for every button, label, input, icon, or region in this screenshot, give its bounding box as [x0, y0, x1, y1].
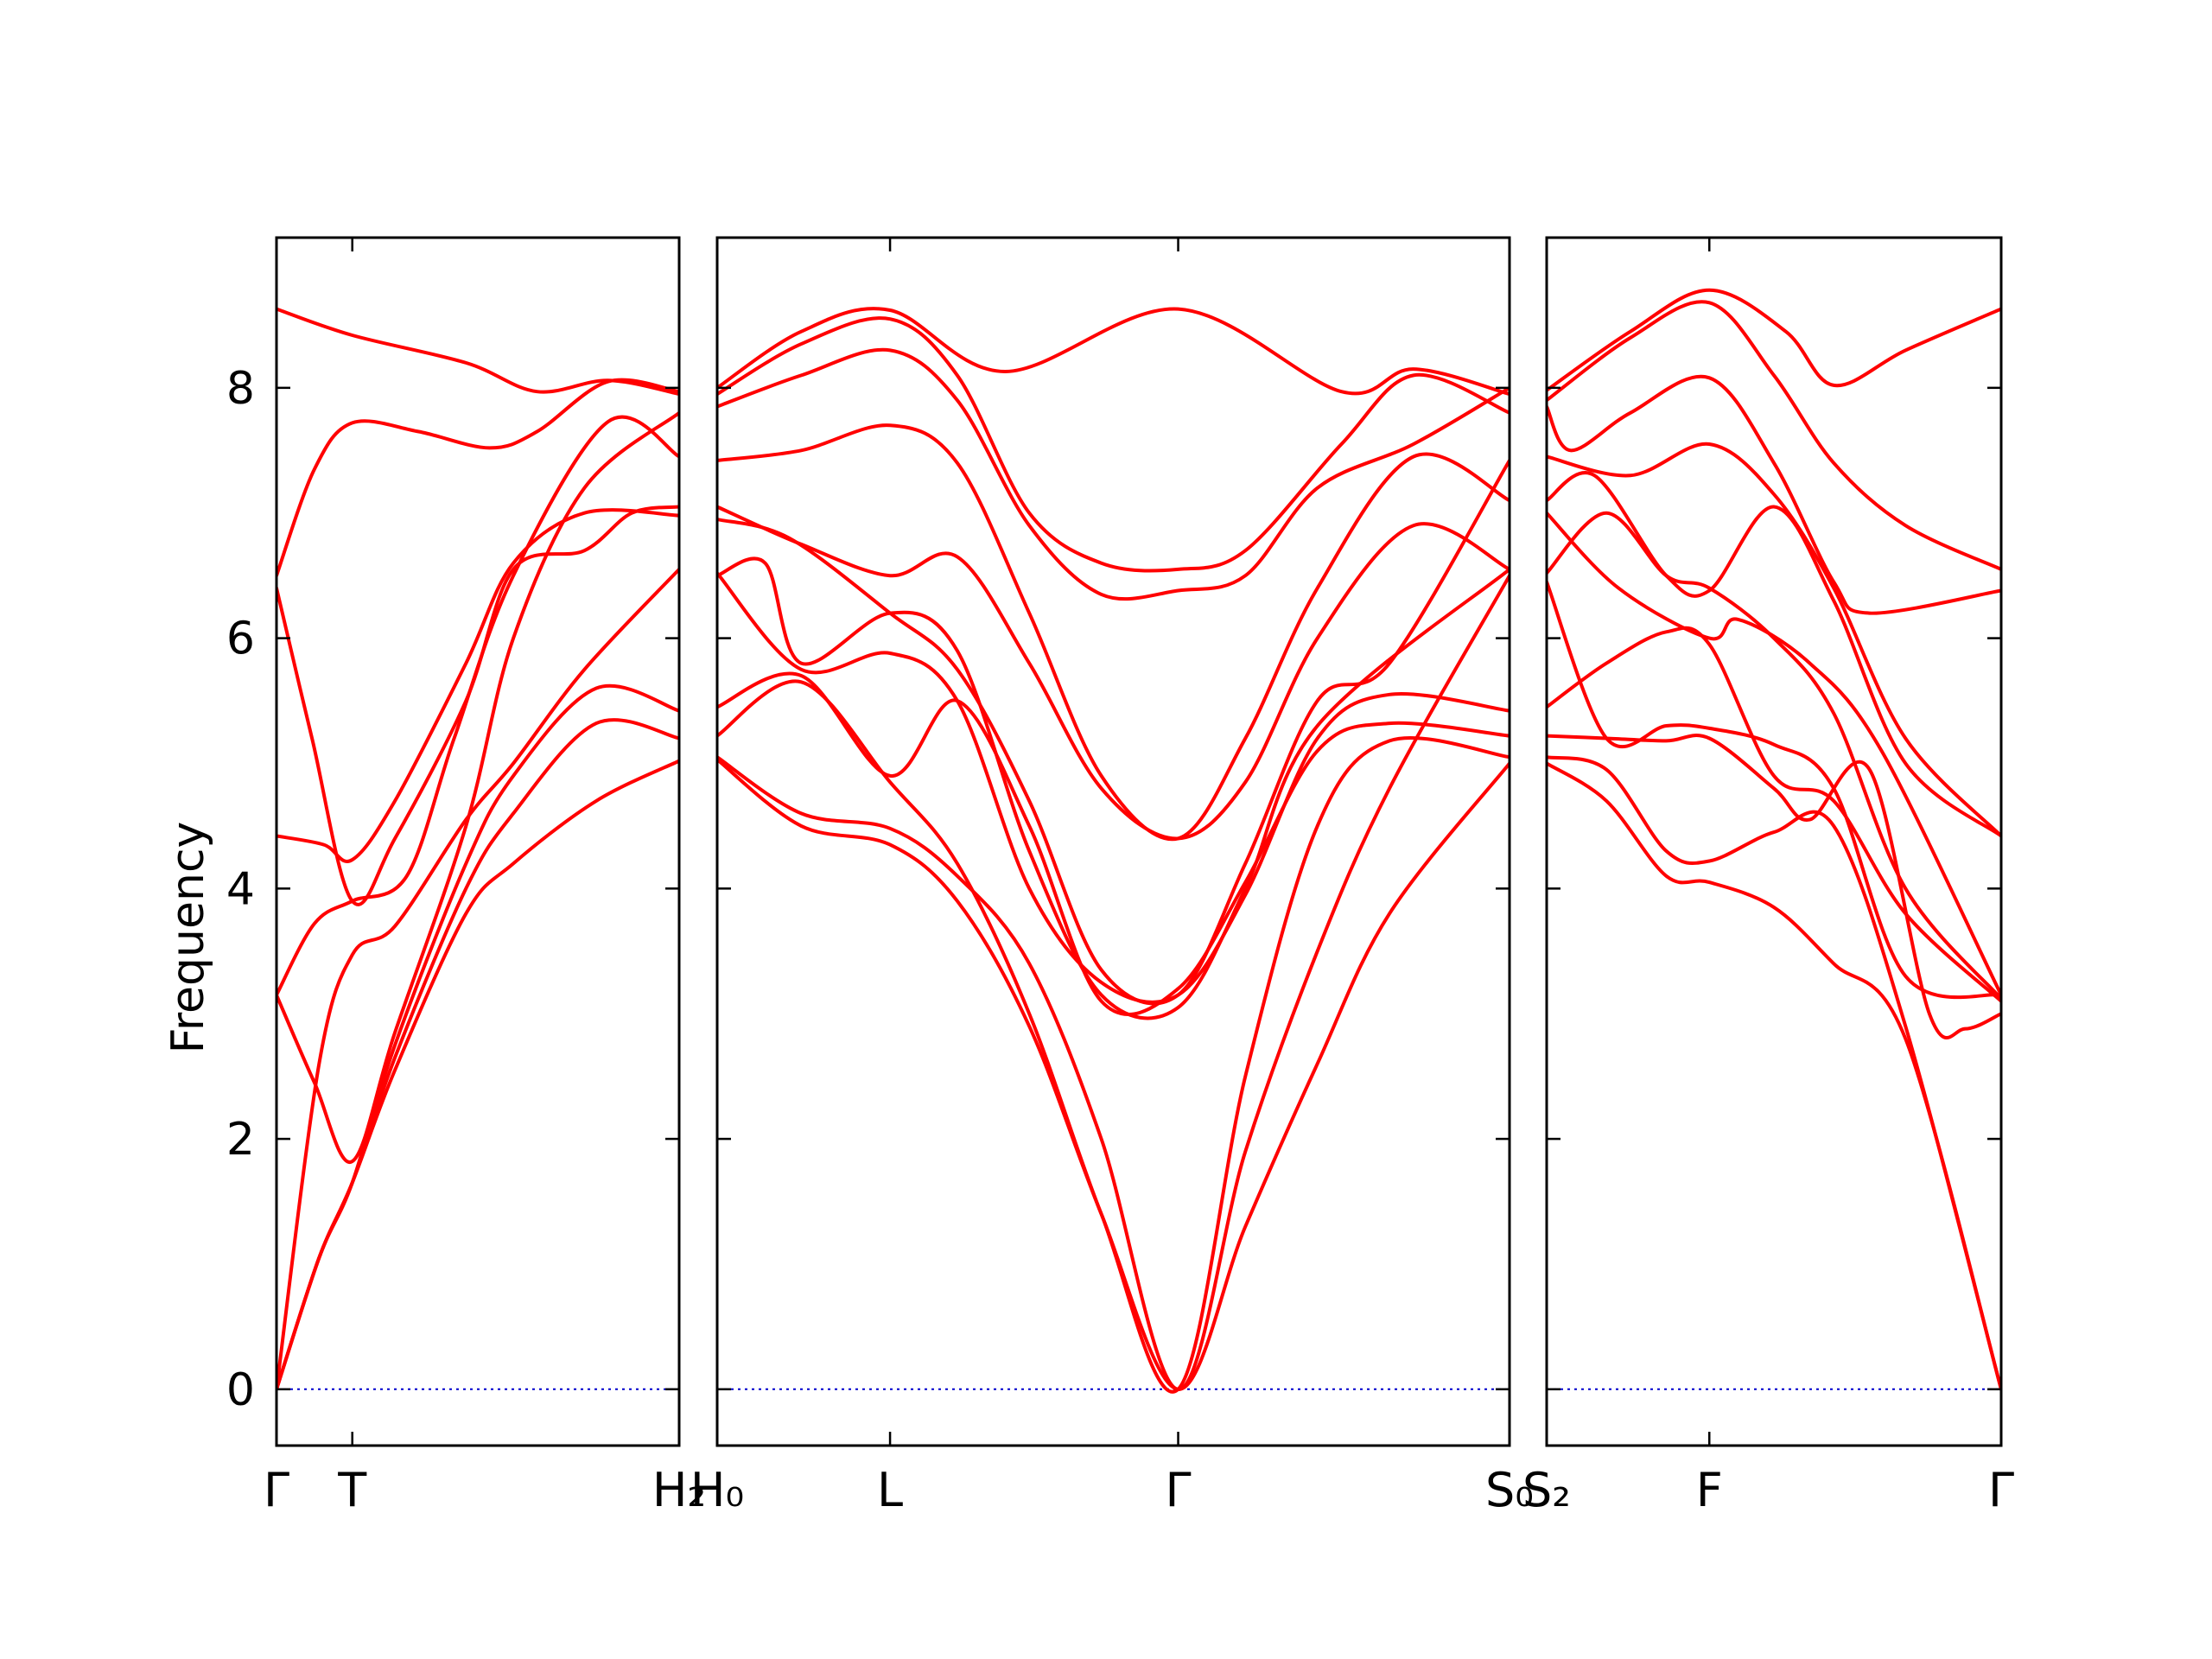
band-line	[717, 458, 1510, 1006]
x-tick-label: F	[1696, 1463, 1723, 1517]
band-line	[717, 671, 1510, 1017]
band-group	[717, 307, 1510, 1394]
x-tick-label: L	[877, 1463, 903, 1517]
band-line	[1547, 288, 2001, 392]
band-line	[276, 759, 679, 1391]
band-line	[1547, 511, 2001, 997]
y-tick-label: 4	[226, 863, 255, 915]
band-line	[276, 415, 679, 997]
band-line	[276, 505, 679, 906]
x-tick-label: Γ	[1165, 1463, 1191, 1517]
panel-1: Γ T H₂	[264, 236, 706, 1517]
panel-3: S₂ F Γ	[1522, 236, 2014, 1517]
panel-frame	[275, 236, 681, 1447]
band-line	[717, 679, 1510, 1394]
band-line	[276, 718, 679, 1391]
x-tick-label: S₂	[1522, 1463, 1571, 1517]
band-line	[717, 423, 1510, 842]
band-group	[1547, 288, 2001, 1391]
y-tick-label: 8	[226, 363, 255, 415]
band-line	[276, 378, 679, 578]
y-tick-labels: 0 2 4 6 8	[226, 363, 255, 1416]
y-tick-label: 0	[226, 1364, 255, 1416]
band-line	[717, 347, 1510, 601]
band-line	[276, 410, 679, 1164]
x-tick-label: T	[337, 1463, 367, 1517]
band-line	[717, 316, 1510, 573]
panel-frame	[1545, 236, 2003, 1447]
x-tick-label: H₀	[690, 1463, 744, 1517]
y-axis-label: Frequency	[162, 822, 214, 1054]
x-tick-label: Γ	[264, 1463, 289, 1517]
band-line	[717, 556, 1510, 1020]
band-line	[717, 574, 1510, 1391]
band-line	[1547, 442, 2001, 838]
band-line	[717, 505, 1510, 841]
x-tick-label: H₂	[652, 1463, 706, 1517]
band-line	[1547, 471, 2001, 838]
band-line	[717, 758, 1510, 1391]
y-tick-label: 6	[226, 613, 255, 665]
band-line	[276, 567, 679, 1391]
band-line	[717, 307, 1510, 397]
panel-frame	[715, 236, 1511, 1447]
band-group	[276, 307, 679, 1391]
panel-2: H₀ L Γ S₀	[690, 236, 1534, 1517]
band-line	[1547, 734, 2001, 1039]
band-line	[276, 683, 679, 1391]
band-line	[1547, 511, 2001, 1001]
y-tick-label: 2	[226, 1114, 255, 1166]
band-line	[1547, 374, 2001, 615]
band-line	[1547, 761, 2001, 1391]
band-line	[1547, 300, 2001, 571]
x-tick-label: Γ	[1988, 1463, 2014, 1517]
band-line	[1547, 626, 2001, 1003]
band-line	[717, 571, 1510, 1004]
x-tick-label: S₀	[1485, 1463, 1534, 1517]
band-line	[276, 508, 679, 863]
